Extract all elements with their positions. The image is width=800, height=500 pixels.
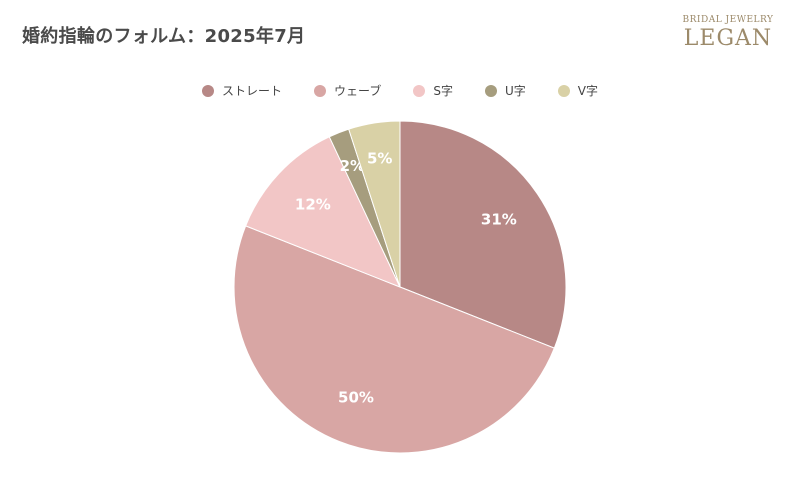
legend-label: U字	[504, 84, 526, 98]
pie-slice	[348, 120, 401, 288]
slice-label: 12%	[295, 196, 331, 214]
pie-slice	[233, 225, 555, 454]
legend-item: S字	[413, 82, 453, 99]
legend-item: ストレート	[202, 82, 282, 99]
legend-swatch	[557, 84, 570, 97]
legend-label: ウェーブ	[334, 84, 382, 98]
chart-title: 婚約指輪のフォルム：2025年7月	[22, 26, 306, 47]
legend-item: ウェーブ	[314, 82, 381, 99]
brand-logo: BRIDAL JEWELRY LEGAN	[678, 14, 778, 52]
legend-item: U字	[484, 82, 526, 99]
slice-label: 31%	[481, 210, 517, 228]
legend-item: V字	[557, 82, 598, 99]
logo-name: LEGAN	[683, 26, 773, 51]
pie-slice	[245, 136, 401, 288]
slice-label: 5%	[367, 150, 392, 168]
legend-swatch	[484, 84, 497, 97]
legend-label: V字	[577, 84, 598, 98]
chart-legend: ストレート ウェーブ S字 U字 V字	[0, 82, 800, 99]
slice-label: 2%	[340, 157, 365, 175]
legend-swatch	[413, 84, 426, 97]
legend-label: ストレート	[222, 84, 283, 98]
legend-label: S字	[433, 84, 453, 98]
slice-label: 50%	[338, 389, 374, 407]
legend-swatch	[202, 84, 215, 97]
legend-swatch	[314, 84, 327, 97]
logo-subtitle: BRIDAL JEWELRY	[682, 15, 774, 25]
pie-slice	[399, 120, 567, 349]
